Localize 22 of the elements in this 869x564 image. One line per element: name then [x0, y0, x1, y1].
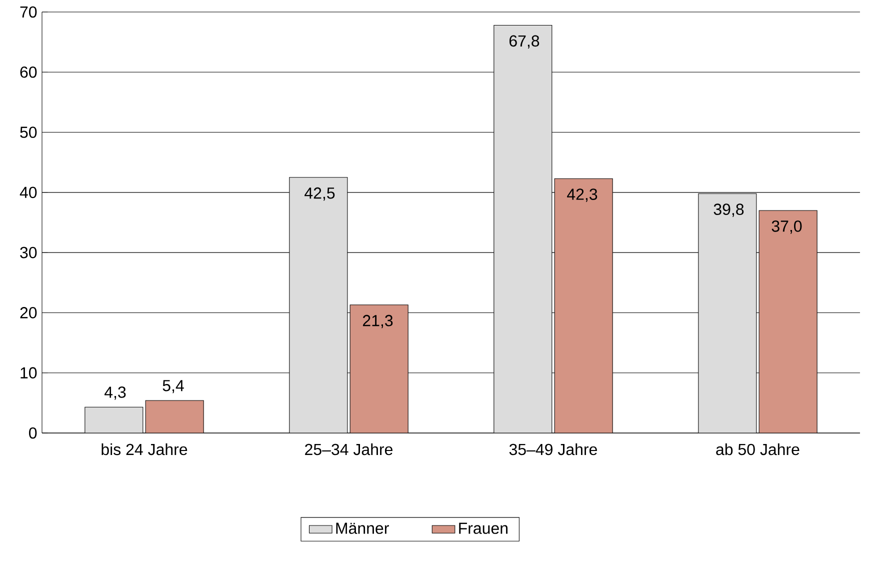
y-tick-label: 30 [20, 246, 37, 258]
y-tick-label: 60 [20, 66, 37, 78]
x-tick-label: 25–34 Jahre [305, 443, 392, 456]
y-tick-label: 70 [20, 6, 37, 18]
x-tick-label: bis 24 Jahre [102, 443, 188, 456]
data-label: 37,0 [772, 220, 802, 234]
data-label: 42,5 [304, 187, 335, 201]
legend-label: Frauen [459, 522, 508, 534]
data-label: 39,8 [714, 204, 744, 217]
y-tick-label: 0 [29, 427, 37, 439]
x-tick-label: ab 50 Jahre [716, 443, 800, 456]
y-tick-label: 10 [20, 367, 37, 378]
y-tick-label: 40 [20, 186, 37, 198]
data-label: 21,3 [362, 314, 393, 328]
data-label: 42,3 [567, 188, 598, 202]
x-tick-label: 35–49 Jahre [509, 443, 597, 456]
y-tick-label: 20 [20, 307, 37, 318]
data-label: 5,4 [162, 380, 184, 394]
data-label: 67,8 [509, 35, 540, 48]
legend-label: Männer [336, 522, 389, 534]
data-label: 4,3 [104, 386, 126, 400]
y-tick-label: 50 [20, 126, 37, 138]
